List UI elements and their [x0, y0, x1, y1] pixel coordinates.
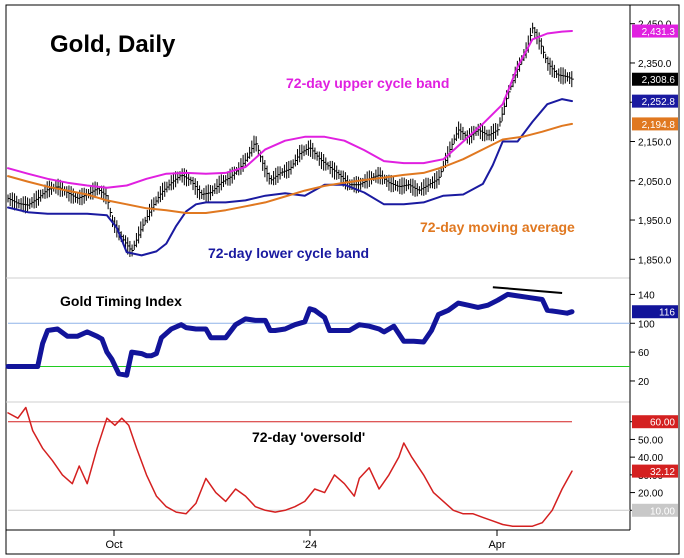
lower-band-line [7, 98, 573, 257]
x-axis: Oct '24 Apr [105, 530, 506, 551]
price-last-value-badge [632, 117, 678, 131]
timing-ytick-label: 60 [638, 348, 650, 359]
price-ytick-label: 2,050.0 [638, 177, 672, 188]
oversold-ytick-label: 40.00 [638, 453, 663, 464]
timing-ytick-label: 140 [638, 290, 655, 301]
x-tick-label: Apr [488, 539, 505, 551]
oversold-last-value-badge [632, 503, 678, 517]
oversold-last-value-badge [632, 464, 678, 478]
moving-average-annotation: 72-day moving average [420, 219, 575, 235]
price-last-value-badge [632, 24, 678, 38]
price-ytick-label: 1,850.0 [638, 255, 672, 266]
price-last-value-label: 2,308.6 [642, 75, 676, 86]
price-last-value-badge [632, 72, 678, 86]
chart-title: Gold, Daily [50, 31, 176, 58]
price-ytick-label: 2,350.0 [638, 59, 672, 70]
timing-index-annotation: Gold Timing Index [60, 293, 182, 309]
price-panel: 2,450.02,350.02,250.02,150.02,050.01,950… [7, 20, 678, 266]
price-ytick-label: 1,950.0 [638, 216, 672, 227]
oversold-last-value-label: 32.12 [650, 467, 675, 478]
price-bars [7, 22, 574, 257]
price-last-value-label: 2,194.8 [642, 120, 676, 131]
upper-band-annotation: 72-day upper cycle band [286, 75, 449, 91]
timing-index-line [5, 291, 575, 378]
moving-average-line [7, 122, 573, 214]
oversold-line [7, 406, 573, 527]
divergence-line [492, 286, 563, 294]
oversold-ytick-label: 20.00 [638, 489, 663, 500]
oversold-last-value-label: 60.00 [650, 418, 675, 429]
oversold-ytick-label: 50.00 [638, 435, 663, 446]
oversold-last-value-label: 10.00 [650, 506, 675, 517]
timing-ytick-label: 20 [638, 377, 650, 388]
chart-frame [5, 4, 680, 555]
timing-last-value-badge [632, 305, 678, 319]
oversold-last-value-badge [632, 415, 678, 429]
oversold-panel: 60.0050.0040.0030.0020.0010.0060.0032.12… [7, 406, 678, 527]
lower-band-annotation: 72-day lower cycle band [208, 245, 369, 261]
x-tick-label: Oct [105, 539, 122, 551]
upper-band-line [7, 30, 573, 189]
oversold-annotation: 72-day 'oversold' [252, 429, 365, 445]
price-last-value-badge [632, 94, 678, 108]
price-last-value-label: 2,431.3 [642, 27, 676, 38]
timing-last-value-label: 116 [659, 308, 675, 319]
price-last-value-label: 2,252.8 [642, 97, 676, 108]
timing-index-panel: 140 100 60 20 116 [5, 286, 678, 388]
x-tick-label: '24 [303, 539, 317, 551]
price-ytick-label: 2,150.0 [638, 138, 672, 149]
timing-ytick-label: 100 [638, 319, 655, 330]
